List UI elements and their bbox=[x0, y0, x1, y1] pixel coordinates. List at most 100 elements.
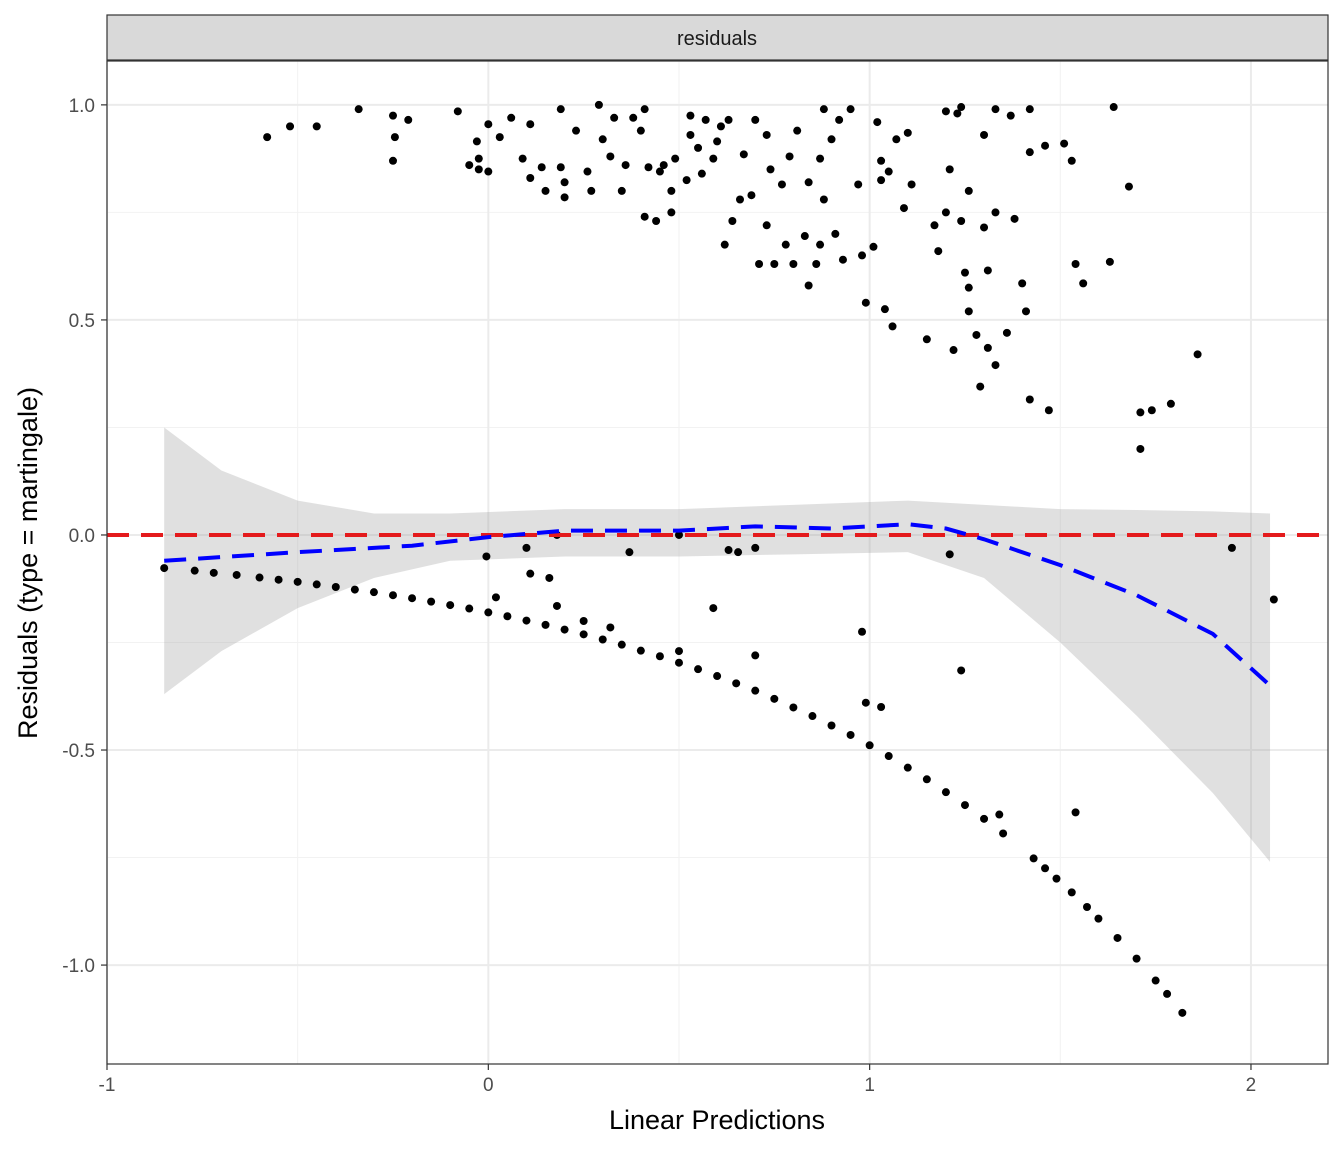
data-point bbox=[560, 625, 569, 634]
data-point bbox=[1041, 864, 1050, 873]
data-point bbox=[804, 178, 813, 187]
data-point bbox=[808, 712, 817, 721]
data-point bbox=[734, 548, 743, 557]
data-point bbox=[884, 752, 893, 761]
y-tick-label: 0.0 bbox=[69, 526, 95, 547]
data-point bbox=[1025, 105, 1034, 114]
y-tick-label: -1.0 bbox=[62, 956, 95, 977]
data-point bbox=[255, 573, 264, 582]
data-point bbox=[560, 193, 569, 202]
data-point bbox=[812, 260, 821, 269]
data-point bbox=[610, 113, 619, 122]
data-point bbox=[751, 651, 760, 660]
data-point bbox=[827, 721, 836, 730]
data-point bbox=[762, 221, 771, 230]
x-tick-label: 1 bbox=[864, 1075, 875, 1096]
data-point bbox=[789, 260, 798, 269]
data-point bbox=[446, 601, 455, 610]
data-point bbox=[976, 382, 985, 391]
data-point bbox=[957, 103, 966, 112]
confidence-ribbon bbox=[164, 427, 1271, 862]
data-point bbox=[858, 627, 867, 636]
data-point bbox=[884, 167, 893, 176]
data-point bbox=[286, 122, 295, 131]
data-point bbox=[861, 698, 870, 707]
data-point bbox=[869, 242, 878, 251]
data-point bbox=[785, 152, 794, 161]
data-point bbox=[877, 156, 886, 165]
data-point bbox=[640, 105, 649, 114]
data-point bbox=[587, 186, 596, 195]
data-point bbox=[941, 208, 950, 217]
data-point bbox=[350, 585, 359, 594]
data-point bbox=[674, 530, 683, 539]
data-point bbox=[838, 255, 847, 264]
data-point bbox=[709, 604, 718, 613]
smooth-trend-line bbox=[164, 522, 1272, 687]
data-point bbox=[686, 111, 695, 120]
data-point bbox=[964, 307, 973, 316]
data-point bbox=[1193, 350, 1202, 359]
data-point bbox=[766, 165, 775, 174]
data-point bbox=[629, 113, 638, 122]
data-point bbox=[1071, 808, 1080, 817]
data-point bbox=[831, 229, 840, 238]
data-point bbox=[846, 105, 855, 114]
data-point bbox=[655, 652, 664, 661]
data-point bbox=[474, 165, 483, 174]
data-point bbox=[941, 788, 950, 797]
axes: -1 0 1 2 -1.0 -0.5 0.0 0.5 1.0 bbox=[62, 96, 1256, 1096]
data-point bbox=[846, 730, 855, 739]
data-point bbox=[899, 204, 908, 213]
data-point bbox=[312, 580, 321, 589]
data-point bbox=[636, 646, 645, 655]
data-point bbox=[903, 763, 912, 772]
data-point bbox=[625, 548, 634, 557]
data-point bbox=[640, 212, 649, 221]
data-point bbox=[934, 247, 943, 256]
data-point bbox=[888, 322, 897, 331]
data-point bbox=[503, 612, 512, 621]
data-point bbox=[713, 672, 722, 681]
data-point bbox=[980, 130, 989, 139]
data-point bbox=[1132, 954, 1141, 963]
data-point bbox=[1067, 156, 1076, 165]
data-point bbox=[1067, 888, 1076, 897]
data-point bbox=[674, 647, 683, 656]
data-point bbox=[800, 232, 809, 241]
data-point bbox=[751, 115, 760, 124]
data-point bbox=[541, 186, 550, 195]
x-tick-label: -1 bbox=[99, 1075, 116, 1096]
data-point bbox=[312, 122, 321, 131]
data-point bbox=[390, 133, 399, 142]
data-point bbox=[526, 120, 535, 129]
data-point bbox=[594, 100, 603, 109]
data-point bbox=[644, 163, 653, 172]
data-point bbox=[408, 594, 417, 603]
data-point bbox=[671, 154, 680, 163]
data-point bbox=[972, 330, 981, 339]
data-point bbox=[1002, 328, 1011, 337]
data-point bbox=[465, 604, 474, 613]
data-point bbox=[388, 591, 397, 600]
data-point bbox=[1079, 279, 1088, 288]
data-point bbox=[880, 305, 889, 314]
data-point bbox=[1227, 543, 1236, 552]
data-point bbox=[732, 679, 741, 688]
data-point bbox=[1060, 139, 1069, 148]
data-point bbox=[484, 608, 493, 617]
data-point bbox=[865, 741, 874, 750]
data-point bbox=[1166, 399, 1175, 408]
data-point bbox=[541, 620, 550, 629]
data-point bbox=[720, 240, 729, 249]
data-point bbox=[526, 173, 535, 182]
lines bbox=[107, 522, 1328, 687]
data-point bbox=[388, 111, 397, 120]
data-point bbox=[747, 191, 756, 200]
data-point bbox=[263, 133, 272, 142]
data-point bbox=[991, 105, 1000, 114]
data-point bbox=[537, 163, 546, 172]
data-point bbox=[751, 543, 760, 552]
data-point bbox=[507, 113, 516, 122]
data-point bbox=[1010, 214, 1019, 223]
